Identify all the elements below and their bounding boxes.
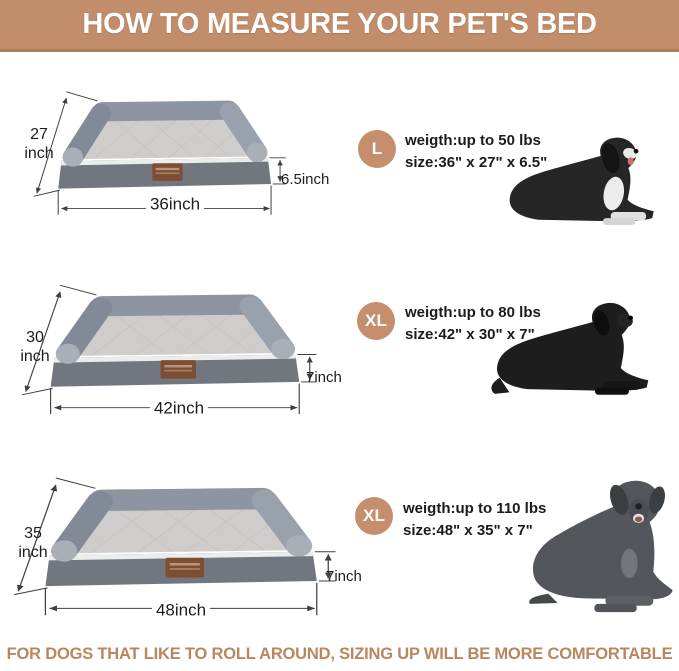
width-dimension-label: 36inch (145, 194, 205, 214)
height-dimension-label: 7inch (326, 568, 362, 585)
size-text: size:36" x 27" x 6.5" (405, 154, 548, 171)
dog-image-black-labrador (478, 297, 670, 402)
page-title: HOW TO MEASURE YOUR PET'S BED (82, 8, 597, 40)
size-specs: weigth:up to 80 lbs size:42" x 30" x 7" (405, 302, 541, 346)
footer-banner: FOR DOGS THAT LIKE TO ROLL AROUND, SIZIN… (0, 638, 679, 671)
depth-dimension-label: 35 inch (18, 525, 48, 561)
bed-illustration (20, 274, 326, 427)
sofa-bed-drawing (13, 477, 336, 616)
size-badge: XL (357, 302, 395, 340)
bed-illustration (32, 81, 294, 227)
size-row-xl-80: 30 inch 42inch 7inch XL weigth:up to 80 … (0, 240, 679, 430)
sofa-bed-drawing (21, 284, 317, 415)
depth-dimension-label: 30 inch (20, 329, 50, 365)
bed-illustration (12, 466, 346, 629)
height-dimension-label: 7inch (306, 369, 342, 386)
dog-image-cocker-spaniel (498, 132, 668, 232)
weight-text: weigth:up to 50 lbs (405, 132, 541, 149)
size-specs: weigth:up to 50 lbs size:36" x 27" x 6.5… (405, 130, 547, 174)
depth-dimension-label: 27 inch (24, 126, 54, 162)
size-badge: L (358, 130, 396, 168)
header-banner: HOW TO MEASURE YOUR PET'S BED (0, 0, 679, 52)
footer-note: FOR DOGS THAT LIKE TO ROLL AROUND, SIZIN… (6, 645, 673, 663)
size-badge: XL (355, 497, 393, 535)
width-dimension-label: 48inch (151, 600, 211, 620)
height-dimension-label: 6.5inch (281, 171, 330, 188)
size-specs: weigth:up to 110 lbs size:48" x 35" x 7" (403, 498, 546, 542)
width-dimension-label: 42inch (149, 398, 209, 418)
size-text: size:42" x 30" x 7" (405, 326, 535, 343)
size-row-l: 27 inch 36inch 6.5inch L weigth:up to 50… (0, 60, 679, 240)
dog-image-great-dane (520, 476, 678, 614)
size-row-xl-110: 35 inch 48inch 7inch XL weigth:up to 110… (0, 430, 679, 640)
weight-text: weigth:up to 110 lbs (403, 500, 547, 517)
weight-text: weigth:up to 80 lbs (405, 304, 541, 321)
size-text: size:48" x 35" x 7" (403, 522, 533, 539)
sofa-bed-drawing (33, 91, 286, 215)
